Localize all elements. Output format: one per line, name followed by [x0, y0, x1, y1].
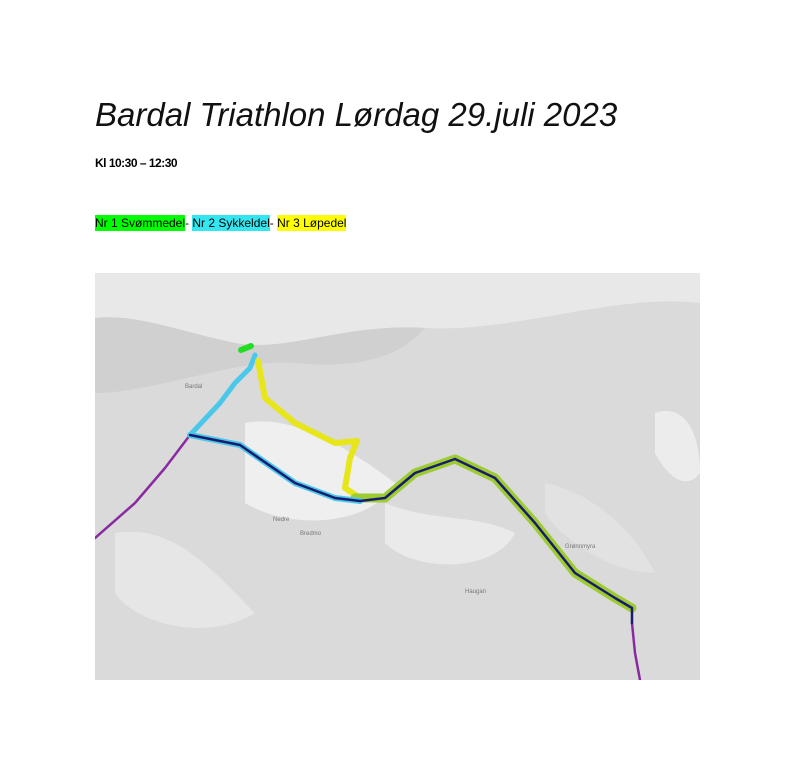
legend-bike: Nr 2 Sykkeldel	[192, 215, 270, 231]
map-label: Haugan	[465, 589, 486, 595]
title: Bardal Triathlon Lørdag 29.juli 2023	[95, 96, 618, 133]
legend-sep: -	[269, 216, 274, 230]
legend-sep: -	[185, 216, 190, 230]
time: Kl 10:30 – 12:30	[95, 156, 178, 170]
map-label: Bredmo	[300, 531, 322, 537]
legend: Nr 1 Svømmedel- Nr 2 Sykkeldel- Nr 3 Løp…	[95, 215, 347, 231]
legend-run: Nr 3 Løpedel	[277, 215, 347, 231]
map-label: Grønnmyra	[565, 544, 596, 550]
map-label: Bardal	[185, 384, 202, 390]
legend-swim: Nr 1 Svømmedel	[95, 215, 186, 231]
map: Bardal Nedre Bredmo Haugan Grønnmyra	[95, 273, 700, 680]
map-label: Nedre	[273, 517, 290, 523]
